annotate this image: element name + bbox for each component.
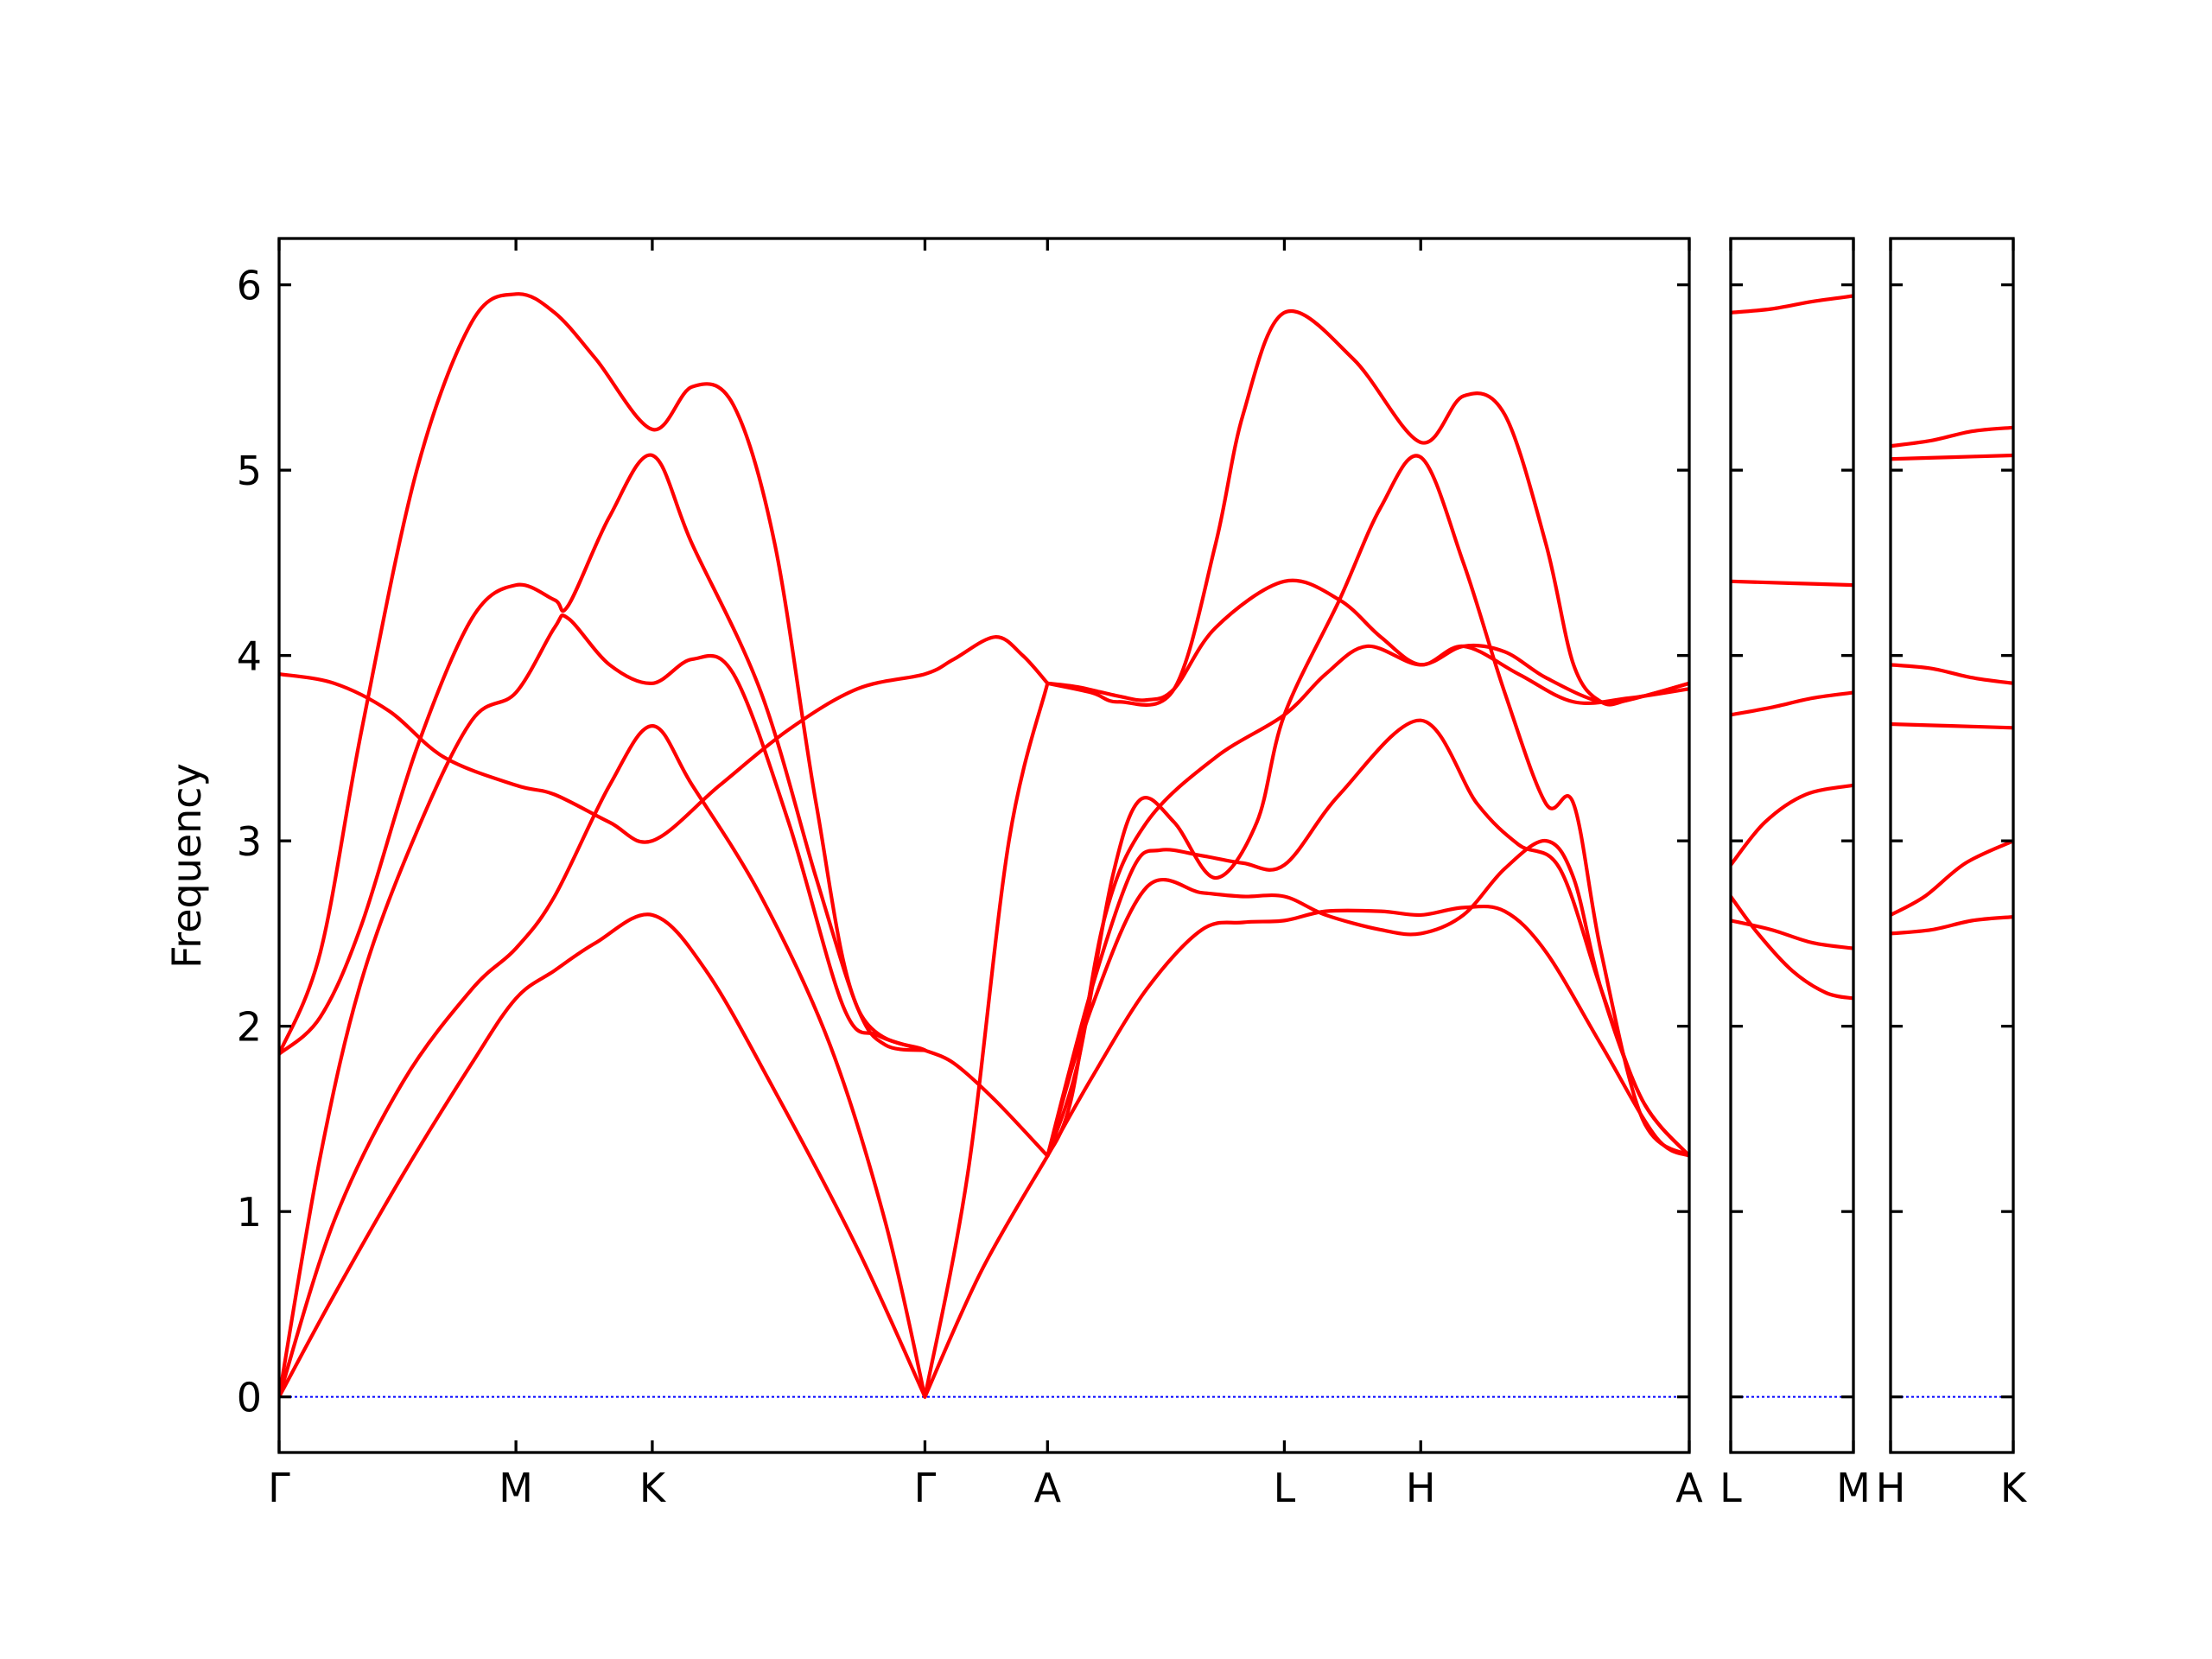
- x-tick-label: H: [1876, 1465, 1906, 1511]
- band-main-5: [279, 292, 927, 1056]
- band-main-3: [279, 613, 927, 1399]
- panel-main: 0 1 2 3 4 5 6 Γ M K Γ A L H A: [237, 237, 1703, 1511]
- y-tick-label: 5: [237, 448, 262, 494]
- band-main-16: [1046, 308, 1689, 707]
- band-L-M-5: [1731, 579, 1853, 588]
- y-axis-label: Frequency: [163, 763, 210, 969]
- y-tick-label: 3: [237, 818, 262, 865]
- x-tick-label: Γ: [268, 1465, 290, 1511]
- x-tick-label: A: [1034, 1465, 1062, 1511]
- panel-main-lines: [279, 292, 1689, 1399]
- band-main-10: [1046, 904, 1689, 1158]
- band-L-M-4: [1731, 690, 1853, 717]
- band-main-7: [923, 1154, 1050, 1399]
- y-tick-label: 0: [237, 1375, 262, 1421]
- band-L-M-3: [1731, 783, 1853, 868]
- x-tick-label: K: [639, 1465, 667, 1511]
- x-tick-label: H: [1406, 1465, 1436, 1511]
- band-H-K-1: [1891, 914, 2013, 936]
- band-main-14: [1046, 643, 1689, 1158]
- y-tick-label: 1: [237, 1189, 262, 1236]
- band-main-13: [1046, 454, 1689, 1158]
- panel-H-K-lines: [1891, 425, 2013, 1398]
- band-main-4: [279, 453, 927, 1056]
- x-tick-label: K: [2000, 1465, 2028, 1511]
- band-main-6: [279, 635, 1050, 844]
- panel-frame: [1889, 237, 2015, 1454]
- y-tick-label: 6: [237, 263, 262, 309]
- x-tick-label: Γ: [914, 1465, 937, 1511]
- band-L-M-2: [1731, 918, 1853, 950]
- band-H-K-6: [1891, 425, 2013, 448]
- panel-L-M-lines: [1731, 294, 1853, 1398]
- y-tick-label: 4: [237, 633, 262, 680]
- band-H-K-5: [1891, 453, 2013, 461]
- band-H-K-2: [1891, 839, 2013, 918]
- panel-frame: [1729, 237, 1855, 1454]
- band-main-9: [923, 681, 1050, 1399]
- band-H-K-3: [1891, 721, 2013, 730]
- x-tick-label: L: [1274, 1465, 1296, 1511]
- x-tick-label: L: [1719, 1465, 1742, 1511]
- x-tick-label: A: [1675, 1465, 1703, 1511]
- x-tick-label: M: [1836, 1465, 1871, 1511]
- band-L-M-1: [1731, 894, 1853, 1001]
- panel-frame: [277, 237, 1691, 1454]
- band-H-K-4: [1891, 663, 2013, 685]
- x-tick-label: M: [499, 1465, 533, 1511]
- band-main-12: [1046, 839, 1689, 1158]
- band-L-M-6: [1731, 294, 1853, 315]
- y-tick-label: 2: [237, 1004, 262, 1051]
- band-main-15: [1046, 578, 1689, 705]
- band-main-1: [279, 912, 927, 1399]
- band-main-2: [279, 724, 927, 1399]
